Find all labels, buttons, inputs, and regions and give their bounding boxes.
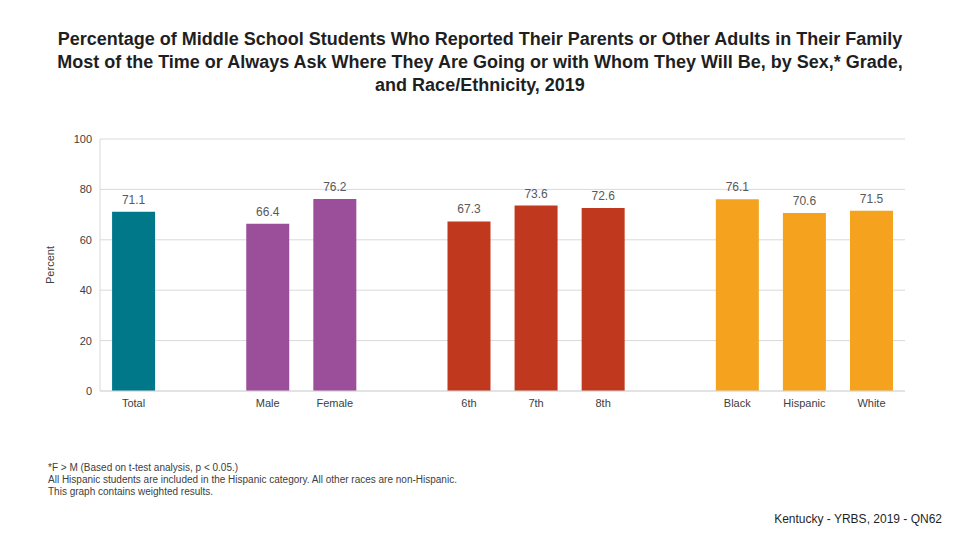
svg-text:40: 40: [80, 284, 92, 296]
svg-text:Total: Total: [122, 397, 145, 409]
svg-text:76.2: 76.2: [323, 180, 347, 194]
svg-text:Black: Black: [724, 397, 751, 409]
svg-text:72.6: 72.6: [591, 189, 615, 203]
svg-text:60: 60: [80, 234, 92, 246]
svg-text:7th: 7th: [528, 397, 543, 409]
html-text:*F > M (Based on t-test analys: *F > M (Based on t-test analysis, p < 0.…: [48, 462, 239, 473]
svg-text:76.1: 76.1: [726, 180, 750, 194]
html-text:All Hispanic students are incl: All Hispanic students are included in th…: [48, 474, 457, 485]
svg-text:66.4: 66.4: [256, 205, 280, 219]
svg-text:6th: 6th: [461, 397, 476, 409]
svg-text:Percent: Percent: [44, 246, 56, 284]
svg-text:80: 80: [80, 183, 92, 195]
svg-text:73.6: 73.6: [524, 187, 548, 201]
svg-text:Male: Male: [256, 397, 280, 409]
svg-text:100: 100: [74, 133, 92, 145]
svg-text:8th: 8th: [595, 397, 610, 409]
svg-text:Female: Female: [316, 397, 353, 409]
html-text:Percentage of Middle School St: Percentage of Middle School Students Who…: [57, 29, 903, 95]
svg-text:Hispanic: Hispanic: [783, 397, 826, 409]
html-text:Kentucky - YRBS, 2019 - QN62: Kentucky - YRBS, 2019 - QN62: [774, 512, 942, 526]
svg-text:71.5: 71.5: [860, 192, 884, 206]
html-text:This graph contains weighted r: This graph contains weighted results.: [48, 486, 214, 497]
svg-text:70.6: 70.6: [793, 194, 817, 208]
svg-text:White: White: [857, 397, 885, 409]
svg-text:0: 0: [86, 385, 92, 397]
svg-text:20: 20: [80, 335, 92, 347]
svg-text:67.3: 67.3: [457, 202, 481, 216]
svg-text:71.1: 71.1: [122, 193, 146, 207]
